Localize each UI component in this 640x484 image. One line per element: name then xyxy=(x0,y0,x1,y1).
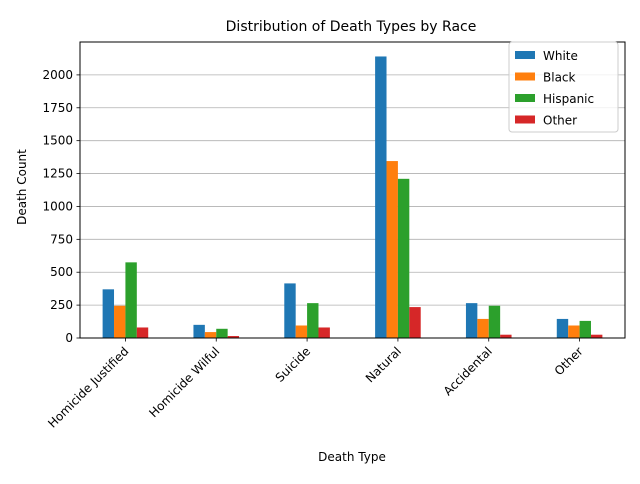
chart-title: Distribution of Death Types by Race xyxy=(226,19,477,35)
bar-white-suicide xyxy=(284,283,296,338)
bar-white-homicide-wilful xyxy=(193,324,205,338)
x-tick-label: Other xyxy=(552,344,586,378)
legend-label-black: Black xyxy=(543,71,576,85)
bar-black-natural xyxy=(386,161,398,338)
bar-white-natural xyxy=(375,56,387,339)
y-tick-label: 1500 xyxy=(42,134,73,148)
bar-hispanic-accidental xyxy=(488,305,501,338)
y-tick-label: 0 xyxy=(65,331,73,345)
y-axis-ticks: 0 250 500 750 1000 1250 1500 1750 2000 xyxy=(42,68,80,345)
legend-label-other: Other xyxy=(543,114,577,128)
bar-other-accidental xyxy=(500,334,512,338)
bars xyxy=(102,56,603,339)
legend-swatch-hispanic xyxy=(515,94,535,102)
bar-black-homicide-justified xyxy=(114,305,126,338)
x-tick-label: Suicide xyxy=(273,344,314,385)
x-axis-label: Death Type xyxy=(318,450,386,464)
bar-white-other xyxy=(556,318,569,338)
bar-hispanic-homicide-justified xyxy=(125,262,137,338)
plot-frame xyxy=(79,41,626,339)
bar-hispanic-homicide-wilful xyxy=(216,328,228,338)
x-axis-ticks: Homicide Justified Homicide Wilful Suicide… xyxy=(45,338,586,431)
bar-white-homicide-justified xyxy=(102,289,115,338)
legend-box xyxy=(508,41,619,133)
legend-swatch-black xyxy=(515,72,535,81)
bar-hispanic-natural xyxy=(397,178,410,338)
y-axis-label: Death Count xyxy=(15,149,29,225)
bar-white-accidental xyxy=(465,303,478,338)
bar-hispanic-suicide xyxy=(307,303,319,338)
y-tick-label: 1000 xyxy=(42,199,73,213)
x-tick-label: Accidental xyxy=(441,344,495,398)
x-tick-label: Homicide Justified xyxy=(45,344,131,430)
bar-black-other xyxy=(568,325,580,338)
y-tick-label: 500 xyxy=(50,265,73,279)
legend: White Black Hispanic Other xyxy=(508,41,619,133)
bar-black-homicide-wilful xyxy=(204,332,217,338)
bar-black-suicide xyxy=(295,325,308,338)
bar-other-homicide-justified xyxy=(136,327,149,338)
legend-swatch-white xyxy=(515,51,535,59)
y-tick-label: 2000 xyxy=(42,68,73,82)
x-tick-label: Homicide Wilful xyxy=(146,344,222,420)
y-tick-label: 750 xyxy=(50,232,73,246)
legend-label-white: White xyxy=(543,49,578,63)
bar-other-suicide xyxy=(318,327,330,338)
gridlines xyxy=(80,74,625,339)
legend-swatch-other xyxy=(515,115,535,124)
y-tick-label: 1250 xyxy=(42,167,73,181)
bar-other-natural xyxy=(409,307,421,338)
bar-other-homicide-wilful xyxy=(227,336,240,338)
legend-label-hispanic: Hispanic xyxy=(543,92,594,106)
bar-hispanic-other xyxy=(579,320,591,338)
bar-black-accidental xyxy=(477,318,489,338)
bar-other-other xyxy=(590,334,603,338)
y-tick-label: 250 xyxy=(50,298,73,312)
x-tick-label: Natural xyxy=(363,344,404,385)
y-tick-label: 1750 xyxy=(42,101,73,115)
